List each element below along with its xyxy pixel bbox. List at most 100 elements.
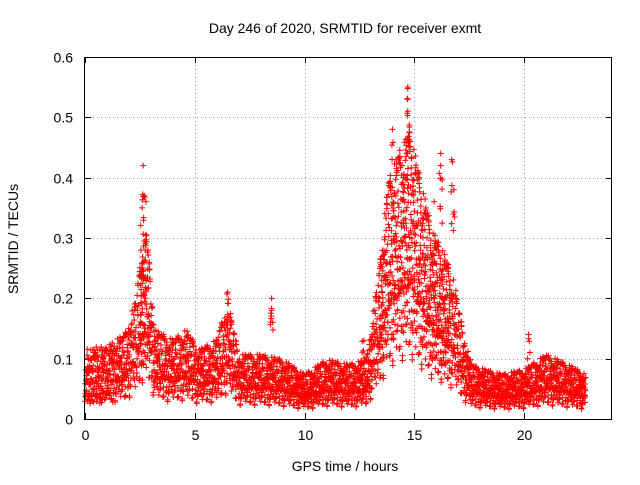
data-point bbox=[394, 322, 401, 329]
data-point bbox=[139, 379, 146, 386]
data-point bbox=[403, 321, 410, 328]
data-point bbox=[328, 365, 335, 372]
data-point bbox=[394, 200, 401, 207]
data-point bbox=[401, 139, 408, 146]
data-point bbox=[427, 237, 434, 244]
data-point bbox=[381, 234, 388, 241]
data-point bbox=[96, 346, 103, 353]
y-tick-label: 0.4 bbox=[54, 171, 74, 187]
data-point bbox=[401, 272, 408, 279]
data-point bbox=[256, 385, 263, 392]
data-point bbox=[276, 399, 283, 406]
data-point bbox=[415, 276, 422, 283]
data-point bbox=[198, 355, 205, 362]
data-point bbox=[427, 247, 434, 254]
data-point bbox=[407, 144, 414, 151]
data-point bbox=[165, 348, 172, 355]
data-point bbox=[383, 341, 390, 348]
data-point bbox=[360, 347, 367, 354]
data-point bbox=[402, 215, 409, 222]
data-point bbox=[270, 363, 277, 370]
data-point bbox=[411, 225, 418, 232]
data-point bbox=[391, 213, 398, 220]
data-point bbox=[331, 395, 338, 402]
data-point bbox=[145, 252, 152, 259]
data-point bbox=[129, 307, 136, 314]
data-point bbox=[146, 275, 153, 282]
data-point bbox=[526, 349, 533, 356]
data-point bbox=[294, 370, 301, 377]
data-point bbox=[385, 210, 392, 217]
data-point bbox=[262, 398, 269, 405]
x-tick-label: 5 bbox=[192, 427, 200, 443]
data-point bbox=[427, 316, 434, 323]
data-point bbox=[400, 308, 407, 315]
data-point bbox=[368, 346, 375, 353]
data-point bbox=[102, 391, 109, 398]
data-point bbox=[456, 311, 463, 318]
data-point bbox=[404, 315, 411, 322]
data-point bbox=[117, 355, 124, 362]
data-point bbox=[231, 363, 238, 370]
data-point bbox=[133, 370, 140, 377]
data-point bbox=[368, 370, 375, 377]
data-point bbox=[419, 220, 426, 227]
data-point bbox=[400, 171, 407, 178]
data-point bbox=[320, 400, 327, 407]
data-point bbox=[152, 337, 159, 344]
grid-lines bbox=[85, 57, 612, 419]
data-point bbox=[407, 255, 414, 262]
data-point bbox=[139, 254, 146, 261]
data-point bbox=[227, 317, 234, 324]
data-point bbox=[431, 232, 438, 239]
data-point bbox=[431, 198, 438, 205]
data-point bbox=[409, 356, 416, 363]
data-point bbox=[431, 284, 438, 291]
data-point bbox=[153, 383, 160, 390]
data-point bbox=[270, 326, 277, 333]
data-point bbox=[138, 286, 145, 293]
data-point bbox=[398, 223, 405, 230]
data-point bbox=[194, 393, 201, 400]
data-point bbox=[88, 375, 95, 382]
data-point bbox=[393, 297, 400, 304]
data-point bbox=[399, 357, 406, 364]
data-point bbox=[329, 399, 336, 406]
data-point bbox=[578, 405, 585, 412]
data-point bbox=[390, 277, 397, 284]
data-point bbox=[385, 233, 392, 240]
data-point bbox=[143, 306, 150, 313]
data-point bbox=[384, 276, 391, 283]
data-point bbox=[400, 329, 407, 336]
data-point bbox=[150, 321, 157, 328]
data-point bbox=[393, 238, 400, 245]
data-point bbox=[420, 307, 427, 314]
data-point bbox=[563, 404, 570, 411]
data-point bbox=[425, 300, 432, 307]
data-point bbox=[388, 289, 395, 296]
data-point bbox=[415, 262, 422, 269]
data-point bbox=[169, 347, 176, 354]
data-point bbox=[422, 195, 429, 202]
data-point bbox=[102, 394, 109, 401]
data-point bbox=[399, 238, 406, 245]
data-point bbox=[154, 340, 161, 347]
data-point bbox=[208, 399, 215, 406]
data-point bbox=[142, 295, 149, 302]
data-point bbox=[108, 395, 115, 402]
data-point bbox=[424, 234, 431, 241]
data-point bbox=[357, 366, 364, 373]
data-point bbox=[94, 390, 101, 397]
data-point bbox=[359, 338, 366, 345]
data-point bbox=[395, 204, 402, 211]
data-point bbox=[126, 336, 133, 343]
data-point bbox=[139, 204, 146, 211]
data-point bbox=[141, 322, 148, 329]
data-point bbox=[251, 402, 258, 409]
data-point bbox=[410, 183, 417, 190]
data-point bbox=[421, 257, 428, 264]
data-point bbox=[400, 181, 407, 188]
data-point bbox=[387, 324, 394, 331]
data-point bbox=[399, 278, 406, 285]
